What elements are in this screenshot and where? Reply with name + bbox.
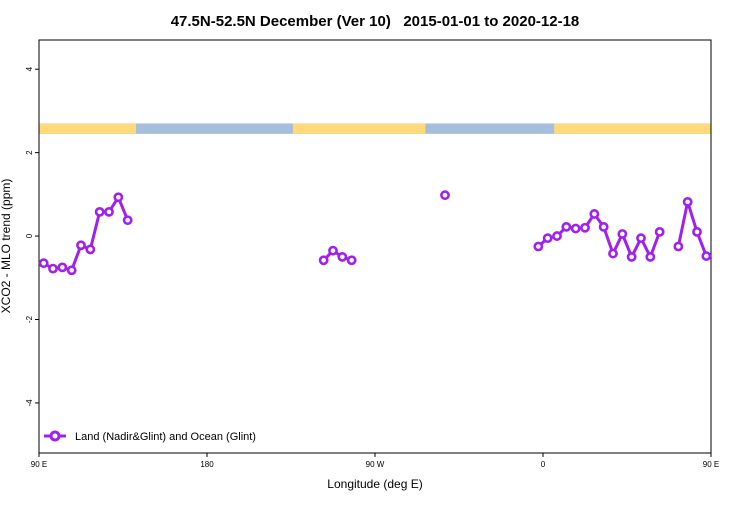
y-tick-label: -4 (25, 399, 34, 407)
x-tick-label: 0 (541, 460, 546, 469)
data-point (38, 258, 49, 269)
data-point (552, 231, 562, 241)
data-point (533, 241, 544, 252)
data-point (85, 244, 96, 255)
x-tick-label: 90 W (366, 460, 385, 469)
data-point (48, 263, 58, 274)
x-tick-label: 180 (200, 460, 214, 469)
land-surface-segment (292, 123, 426, 134)
data-point (318, 255, 329, 266)
legend-label: Land (Nadir&Glint) and Ocean (Glint) (75, 431, 256, 443)
data-point (626, 252, 637, 262)
series-layer (38, 190, 712, 276)
data-point (570, 223, 581, 234)
data-point (589, 209, 600, 219)
data-point (346, 255, 357, 266)
y-tick-label: 2 (25, 150, 34, 155)
data-point (654, 226, 665, 237)
data-point (561, 221, 572, 232)
series-line (676, 200, 708, 257)
surface-type-bar (39, 123, 711, 134)
data-point (692, 226, 702, 237)
data-point (645, 252, 656, 262)
y-axis: -4 -2 0 2 4 (25, 66, 39, 407)
x-tick-label: 90 E (31, 460, 47, 469)
data-point (328, 245, 338, 256)
data-point (580, 222, 590, 233)
data-point (66, 265, 77, 276)
y-axis-label: XCO2 - MLO trend (ppm) (0, 179, 13, 314)
x-axis: 90 E 180 90 W 0 90 E (31, 453, 719, 469)
data-point (673, 241, 684, 252)
legend: Land (Nadir&Glint) and Ocean (Glint) (44, 430, 256, 443)
series-line (322, 249, 353, 262)
land-surface-segment (39, 123, 137, 134)
x-axis-label: Longitude (deg E) (327, 477, 422, 491)
data-point (608, 248, 618, 259)
data-point (122, 215, 133, 226)
x-tick-label: 90 E (703, 460, 719, 469)
data-point (617, 229, 628, 239)
data-point (76, 240, 86, 251)
y-tick-label: 0 (25, 233, 34, 238)
chart-title: 47.5N-52.5N December (Ver 10) 2015-01-01… (171, 13, 580, 30)
data-point (94, 206, 105, 217)
legend-marker-swatch (49, 430, 61, 442)
data-point (113, 192, 124, 203)
data-point (440, 190, 450, 201)
data-point (636, 233, 646, 244)
data-point (104, 206, 114, 217)
data-point (57, 262, 68, 273)
data-point (542, 233, 553, 244)
data-point (701, 251, 712, 261)
land-surface-segment (554, 123, 711, 134)
data-point (337, 252, 348, 262)
y-tick-label: -2 (25, 315, 34, 323)
data-point (682, 196, 693, 207)
data-point (598, 221, 609, 232)
y-tick-label: 4 (25, 66, 34, 71)
